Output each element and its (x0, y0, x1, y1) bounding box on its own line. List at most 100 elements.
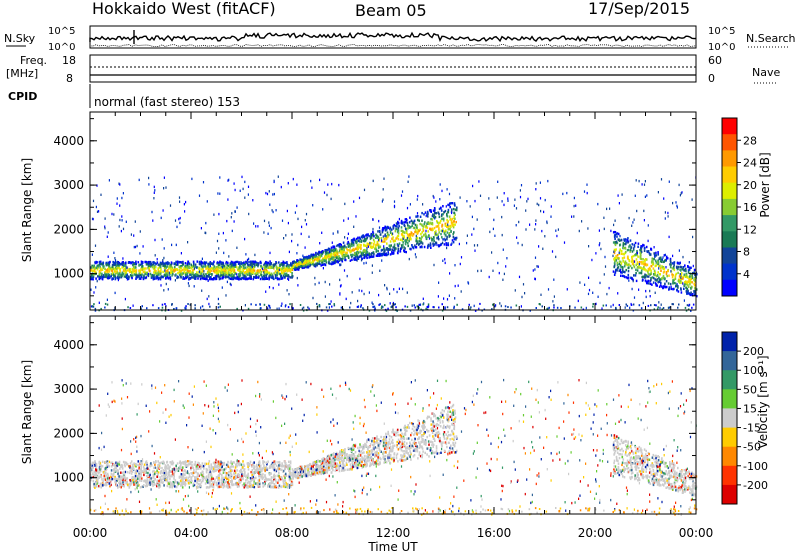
freq-tick-top: 18 (62, 54, 76, 67)
echo-point (447, 208, 450, 212)
echo-point (309, 258, 312, 261)
echo-point (254, 471, 256, 474)
echo-point (433, 216, 435, 219)
echo-point (300, 264, 303, 268)
ground-point (668, 306, 670, 309)
noise-point (434, 217, 436, 220)
echo-point (261, 266, 263, 270)
echo-point (677, 262, 680, 265)
echo-point (620, 262, 623, 265)
noise-point (124, 297, 126, 301)
noise-point (139, 230, 141, 233)
echo-point (451, 222, 453, 226)
echo-point (309, 264, 311, 267)
echo-point (441, 225, 443, 228)
echo-point (235, 463, 237, 467)
echo-point (420, 241, 423, 244)
echo-point (299, 258, 301, 261)
echo-point (209, 272, 211, 275)
echo-point (114, 268, 116, 271)
noise-point (660, 303, 662, 306)
echo-point (171, 468, 174, 471)
noise-point (629, 306, 631, 310)
echo-point (438, 207, 441, 211)
echo-point (131, 274, 134, 277)
noise-point (179, 200, 181, 203)
echo-point (94, 266, 97, 269)
echo-point (154, 463, 156, 466)
echo-point (267, 266, 269, 269)
ground-point (438, 306, 440, 309)
echo-point (394, 239, 397, 243)
noise-point (350, 301, 352, 305)
echo-point (98, 471, 101, 474)
noise-point (636, 209, 638, 213)
noise-point (111, 212, 113, 216)
ground-point (510, 306, 512, 309)
echo-point (265, 261, 267, 264)
echo-point (265, 271, 267, 274)
echo-point (689, 275, 691, 278)
ground-point (427, 305, 430, 308)
echo-point (220, 261, 223, 264)
echo-point (120, 471, 122, 474)
echo-point (247, 267, 250, 271)
echo-point (252, 277, 255, 281)
echo-point (643, 249, 646, 252)
echo-point (207, 275, 209, 278)
ground-point (194, 307, 196, 310)
echo-point (100, 475, 103, 479)
echo-point (279, 268, 282, 271)
echo-point (90, 470, 93, 473)
echo-point (123, 267, 125, 270)
echo-point (135, 469, 138, 472)
echo-point (652, 281, 655, 284)
echo-point (456, 206, 458, 209)
echo-point (112, 474, 115, 478)
echo-point (635, 268, 637, 271)
noise-point (114, 259, 117, 262)
noise-point (439, 198, 441, 201)
echo-point (307, 256, 309, 259)
echo-point (686, 288, 689, 291)
echo-point (226, 463, 229, 466)
noise-point (552, 300, 554, 303)
noise-point (444, 261, 446, 265)
echo-point (227, 268, 230, 271)
echo-point (99, 260, 102, 263)
noise-point (537, 265, 539, 268)
echo-point (683, 273, 686, 276)
echo-point (360, 235, 363, 239)
ground-point (602, 304, 605, 307)
noise-point (405, 227, 407, 231)
noise-point (415, 255, 417, 259)
echo-point (674, 274, 677, 277)
echo-point (157, 271, 159, 275)
echo-point (654, 278, 656, 281)
noise-point (488, 197, 490, 200)
noise-point (305, 223, 308, 226)
echo-point (271, 461, 274, 465)
echo-point (241, 270, 244, 274)
echo-point (377, 249, 379, 253)
echo-point (645, 245, 648, 249)
echo-point (255, 465, 258, 468)
echo-point (191, 466, 194, 469)
noise-point (476, 218, 478, 221)
echo-point (244, 266, 247, 269)
noise-point (460, 256, 463, 259)
colorbar-segment (722, 166, 737, 184)
noise-point (361, 289, 363, 293)
noise-point (91, 217, 94, 221)
echo-point (157, 465, 159, 469)
echo-point (680, 274, 682, 277)
echo-point (679, 280, 681, 284)
echo-point (177, 276, 180, 279)
noise-point (363, 262, 365, 265)
noise-point (467, 281, 469, 284)
echo-point (263, 484, 266, 487)
echo-point (134, 474, 137, 478)
echo-point (154, 266, 157, 269)
echo-point (429, 227, 432, 231)
noise-point (460, 290, 462, 293)
